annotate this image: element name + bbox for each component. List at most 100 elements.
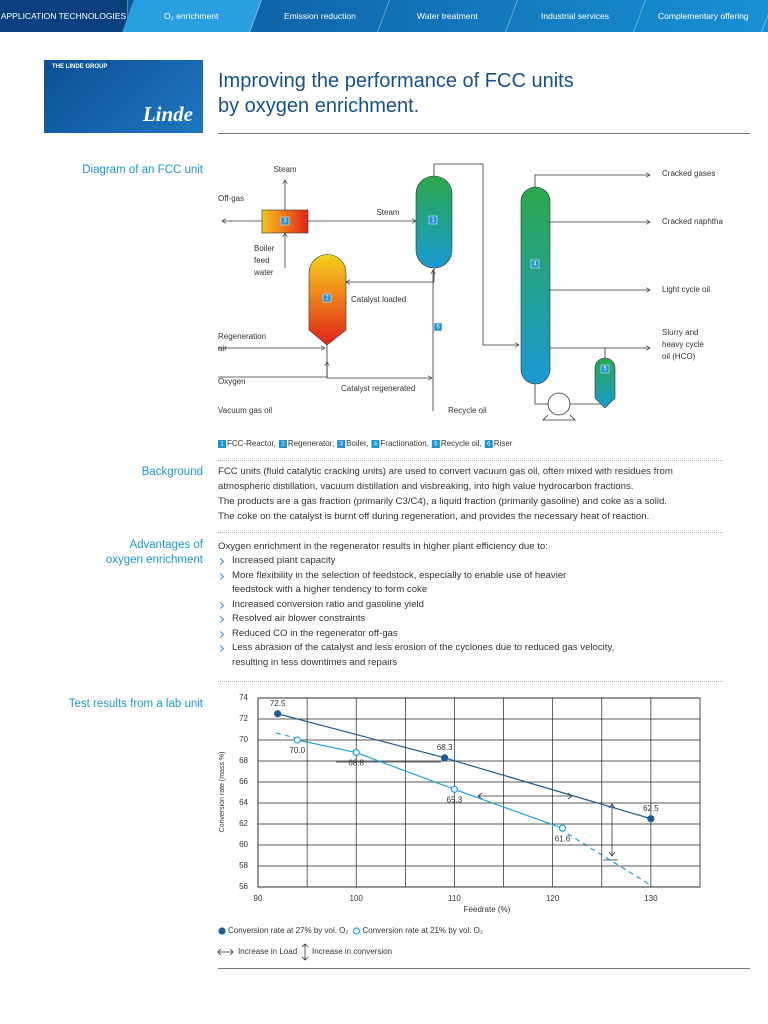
series-line	[297, 739, 563, 829]
separator	[218, 460, 723, 461]
legend-label: Fractionation,	[380, 439, 428, 448]
label: Oxygen	[218, 377, 246, 386]
y-tick-label: 60	[239, 840, 248, 849]
unit-box	[530, 259, 540, 269]
rule	[218, 968, 750, 969]
value-label: 65.3	[447, 795, 463, 804]
flow	[326, 345, 432, 378]
y-tick-label: 62	[239, 819, 248, 828]
label: Boiler	[254, 244, 275, 253]
legend-label: FCC-Reactor,	[227, 439, 276, 448]
label: Regeneration	[218, 332, 266, 341]
legend-label: Conversion rate at 27% by vol. O₂	[228, 926, 349, 935]
section-heading: Advantages of oxygen enrichment	[106, 538, 203, 568]
legend-label: Riser	[494, 439, 513, 448]
rule	[218, 133, 750, 134]
bullet-item: More flexibility in the selection of fee…	[216, 569, 614, 598]
legend-number: 1	[220, 442, 224, 448]
nav-tab[interactable]: APPLICATION TECHNOLOGIES	[0, 0, 128, 32]
unit-number: 5	[603, 367, 607, 373]
unit-number: 6	[436, 325, 440, 331]
value-label: 62.5	[643, 804, 659, 813]
separator	[218, 532, 723, 533]
heading-line: Advantages of	[129, 539, 203, 551]
item-line: Increased conversion ratio and gasoline …	[232, 598, 424, 610]
legend-box	[371, 440, 380, 448]
text-line: FCC units (fluid catalytic cracking unit…	[218, 466, 673, 477]
y-tick-label: 64	[239, 798, 248, 807]
bullet-item: Reduced CO in the regenerator off-gas	[216, 627, 614, 642]
fractionator	[520, 186, 551, 385]
y-axis-label: Conversion rate (mass %)	[219, 752, 226, 833]
title-line: Improving the performance of FCC units	[218, 70, 574, 92]
legend-box	[218, 440, 226, 448]
label: Cracked gases	[662, 169, 715, 178]
background-text: FCC units (fluid catalytic cracking unit…	[218, 464, 673, 524]
y-tick-label: 70	[239, 735, 248, 744]
item-line: feedstock with a higher tendency to form…	[232, 584, 428, 595]
flow	[346, 268, 435, 282]
label: Vacuum gas oil	[218, 406, 272, 415]
flow	[534, 175, 650, 187]
label: heavy cycle	[662, 340, 704, 349]
label: air	[218, 344, 227, 353]
pump-base	[542, 414, 576, 421]
text-line: The products are a gas fraction (primari…	[218, 496, 667, 507]
label: Catalyst regenerated	[341, 384, 415, 393]
separator	[218, 681, 723, 682]
value-label: 70.0	[289, 746, 305, 755]
diagram: 1 2 3 4 5 6 Steam Off-gas Steam Boiler feed w…	[218, 163, 723, 448]
legend-number: 2	[281, 442, 285, 448]
y-tick-label: 56	[239, 882, 248, 891]
y-tick-label: 68	[239, 756, 248, 765]
unit-box	[600, 364, 610, 374]
item-line: More flexibility in the selection of fee…	[232, 569, 567, 581]
x-tick-label: 120	[546, 894, 560, 903]
item-line: Reduced CO in the regenerator off-gas	[232, 627, 398, 639]
label: oil (HCO)	[662, 352, 696, 361]
label: water	[253, 268, 274, 277]
unit-box	[428, 215, 438, 225]
pump	[547, 392, 571, 416]
legend-marker	[352, 927, 361, 935]
item-line: Less abrasion of the catalyst and less e…	[232, 642, 615, 653]
label: Cracked naphtha	[662, 217, 723, 226]
nav-bar: APPLICATION TECHNOLOGIES O₂ enrichment Emi…	[0, 0, 768, 32]
point	[441, 754, 449, 762]
legend-number: 5	[434, 442, 438, 448]
value-label: 61.6	[555, 834, 571, 843]
legend-number: 4	[374, 442, 378, 448]
y-tick-label: 66	[239, 777, 248, 786]
point	[274, 710, 282, 718]
legend-box	[278, 440, 287, 448]
label: Light cycle oil	[662, 285, 710, 294]
legend-number: 6	[487, 442, 491, 448]
label: feed	[254, 256, 270, 265]
label: Steam	[376, 208, 399, 217]
logo-brand: Linde	[142, 102, 193, 126]
section-heading: Test results from a lab unit	[68, 698, 203, 710]
legend-box	[337, 440, 346, 448]
item-line: Resolved air blower constraints	[232, 613, 366, 624]
x-tick-label: 110	[448, 894, 461, 903]
unit-number: 2	[325, 296, 329, 302]
annotation: Increase in Load	[238, 947, 297, 956]
intro: Oxygen enrichment in the regenerator res…	[218, 541, 548, 552]
label: Off-gas	[218, 194, 244, 203]
item-line: Increased plant capacity	[232, 555, 336, 566]
y-tick-label: 72	[239, 714, 248, 723]
point	[293, 736, 301, 744]
conversion-arrow	[608, 803, 616, 857]
unit-number: 4	[533, 262, 537, 268]
legend-marker	[218, 927, 226, 935]
recycle-vessel	[594, 357, 616, 409]
heading-line: oxygen enrichment	[105, 554, 203, 566]
bullet-item: Increased plant capacity	[216, 554, 614, 569]
advantages-text: Oxygen enrichment in the regenerator res…	[216, 539, 615, 670]
section-heading: Background	[141, 466, 203, 478]
point	[450, 785, 459, 793]
annotation: Increase in conversion	[312, 947, 392, 956]
legend-label: Regenerator,	[288, 439, 334, 448]
